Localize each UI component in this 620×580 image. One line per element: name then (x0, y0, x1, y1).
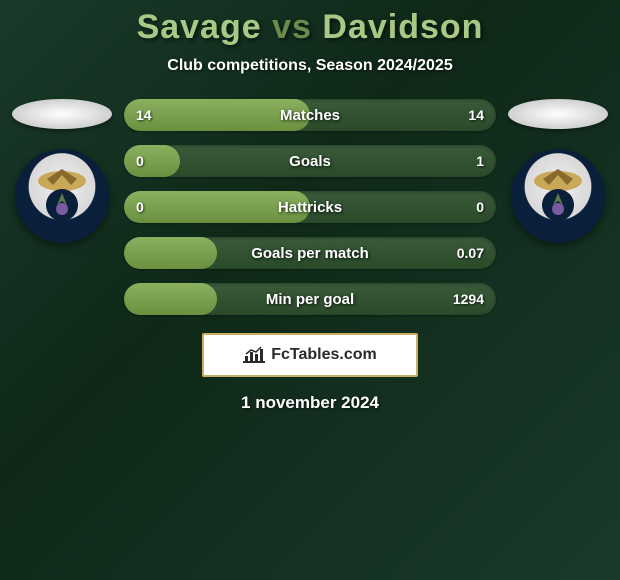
stat-bar: 14 Matches 14 (124, 99, 496, 131)
stat-right-value: 0.07 (457, 245, 484, 261)
player1-name: Savage (137, 8, 262, 46)
stat-bar: Min per goal 1294 (124, 283, 496, 315)
left-crest-column (8, 99, 116, 243)
subtitle: Club competitions, Season 2024/2025 (0, 57, 620, 75)
stat-left-value: 14 (136, 107, 152, 123)
stat-bar: 0 Hattricks 0 (124, 191, 496, 223)
right-club-crest (511, 149, 605, 243)
left-club-crest (15, 149, 109, 243)
stats-bars: 14 Matches 14 0 Goals 1 0 Hattricks 0 Goals per m… (124, 99, 496, 315)
brand-label: FcTables.com (271, 346, 377, 364)
player2-name: Davidson (322, 8, 483, 46)
stat-label: Hattricks (278, 199, 342, 216)
stat-bar-fill (124, 237, 217, 269)
main-row: 14 Matches 14 0 Goals 1 0 Hattricks 0 Goals per m… (0, 99, 620, 315)
footer-date: 1 november 2024 (0, 393, 620, 413)
stat-label: Min per goal (266, 291, 354, 308)
stat-bar-fill (124, 145, 180, 177)
crest-icon (27, 161, 97, 231)
stat-label: Goals per match (251, 245, 369, 262)
stat-bar-fill (124, 283, 217, 315)
stat-left-value: 0 (136, 199, 144, 215)
stat-label: Matches (280, 107, 340, 124)
right-crest-column (504, 99, 612, 243)
stat-right-value: 1 (476, 153, 484, 169)
stat-bar: Goals per match 0.07 (124, 237, 496, 269)
stat-right-value: 14 (468, 107, 484, 123)
left-ellipse-icon (12, 99, 112, 129)
stat-right-value: 0 (476, 199, 484, 215)
stat-bar: 0 Goals 1 (124, 145, 496, 177)
crest-icon (523, 161, 593, 231)
stat-label: Goals (289, 153, 331, 170)
page-title: Savage vs Davidson (0, 8, 620, 47)
stat-left-value: 0 (136, 153, 144, 169)
right-ellipse-icon (508, 99, 608, 129)
vs-label: vs (272, 8, 312, 46)
stat-right-value: 1294 (453, 291, 484, 307)
comparison-card: Savage vs Davidson Club competitions, Se… (0, 0, 620, 413)
brand-box[interactable]: FcTables.com (202, 333, 418, 377)
brand-chart-icon (243, 346, 265, 364)
